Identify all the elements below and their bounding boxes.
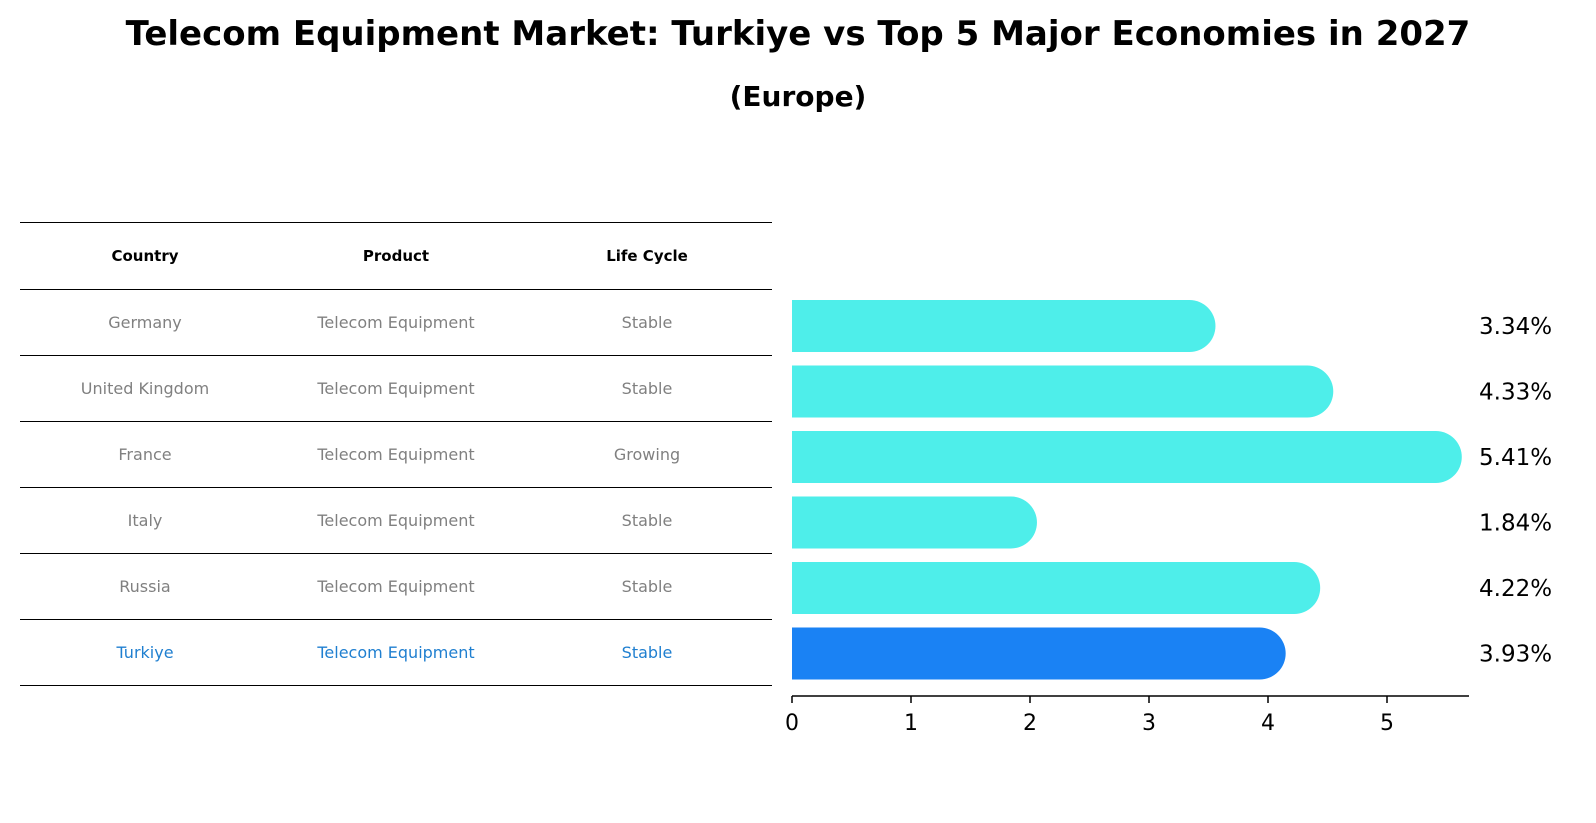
x-tick-label: 2 xyxy=(1023,711,1037,736)
data-table: Country Product Life Cycle Germany Telec… xyxy=(20,222,772,686)
x-tick-label: 4 xyxy=(1261,711,1275,736)
cell-country: Turkiye xyxy=(116,643,174,662)
chart-subtitle: (Europe) xyxy=(729,80,867,113)
cell-product: Telecom Equipment xyxy=(317,313,475,332)
cell-life-cycle: Stable xyxy=(621,577,673,596)
table-row: United Kingdom Telecom Equipment Stable xyxy=(20,356,772,422)
cell-product: Telecom Equipment xyxy=(317,445,475,464)
table-row: Italy Telecom Equipment Stable xyxy=(20,488,772,554)
cell-life-cycle: Stable xyxy=(621,313,673,332)
table-row-highlight: Turkiye Telecom Equipment Stable xyxy=(20,620,772,686)
value-label: 4.22% xyxy=(1479,576,1552,602)
x-tick-label: 1 xyxy=(904,711,918,736)
table-row: Russia Telecom Equipment Stable xyxy=(20,554,772,620)
bar xyxy=(792,562,1321,614)
value-label: 1.84% xyxy=(1479,511,1552,537)
header-life-cycle: Life Cycle xyxy=(606,247,688,265)
header-country: Country xyxy=(111,247,179,265)
cell-country: United Kingdom xyxy=(80,379,210,398)
x-tick-label: 0 xyxy=(785,711,799,736)
cell-product: Telecom Equipment xyxy=(317,379,475,398)
cell-product: Telecom Equipment xyxy=(317,643,475,662)
table-row: France Telecom Equipment Growing xyxy=(20,422,772,488)
cell-life-cycle: Growing xyxy=(613,445,681,464)
bar xyxy=(792,627,1286,680)
table-row: Germany Telecom Equipment Stable xyxy=(20,290,772,356)
cell-country: Russia xyxy=(119,577,171,596)
bar xyxy=(792,496,1037,549)
header-product: Product xyxy=(362,247,430,265)
cell-life-cycle: Stable xyxy=(621,643,673,662)
table-header-row: Country Product Life Cycle xyxy=(20,222,772,290)
value-label: 3.93% xyxy=(1479,642,1552,668)
x-tick-label: 5 xyxy=(1380,711,1394,736)
cell-life-cycle: Stable xyxy=(621,511,673,530)
value-label: 4.33% xyxy=(1479,380,1552,406)
bar xyxy=(792,365,1334,418)
cell-country: Italy xyxy=(127,511,163,530)
cell-country: France xyxy=(118,445,172,464)
x-tick-label: 3 xyxy=(1142,711,1156,736)
cell-product: Telecom Equipment xyxy=(317,511,475,530)
bar xyxy=(792,300,1216,352)
cell-product: Telecom Equipment xyxy=(317,577,475,596)
cell-country: Germany xyxy=(108,313,182,332)
bar xyxy=(792,431,1462,483)
value-label: 5.41% xyxy=(1479,445,1552,471)
value-label: 3.34% xyxy=(1479,314,1552,340)
chart-title: Telecom Equipment Market: Turkiye vs Top… xyxy=(125,14,1471,54)
cell-life-cycle: Stable xyxy=(621,379,673,398)
